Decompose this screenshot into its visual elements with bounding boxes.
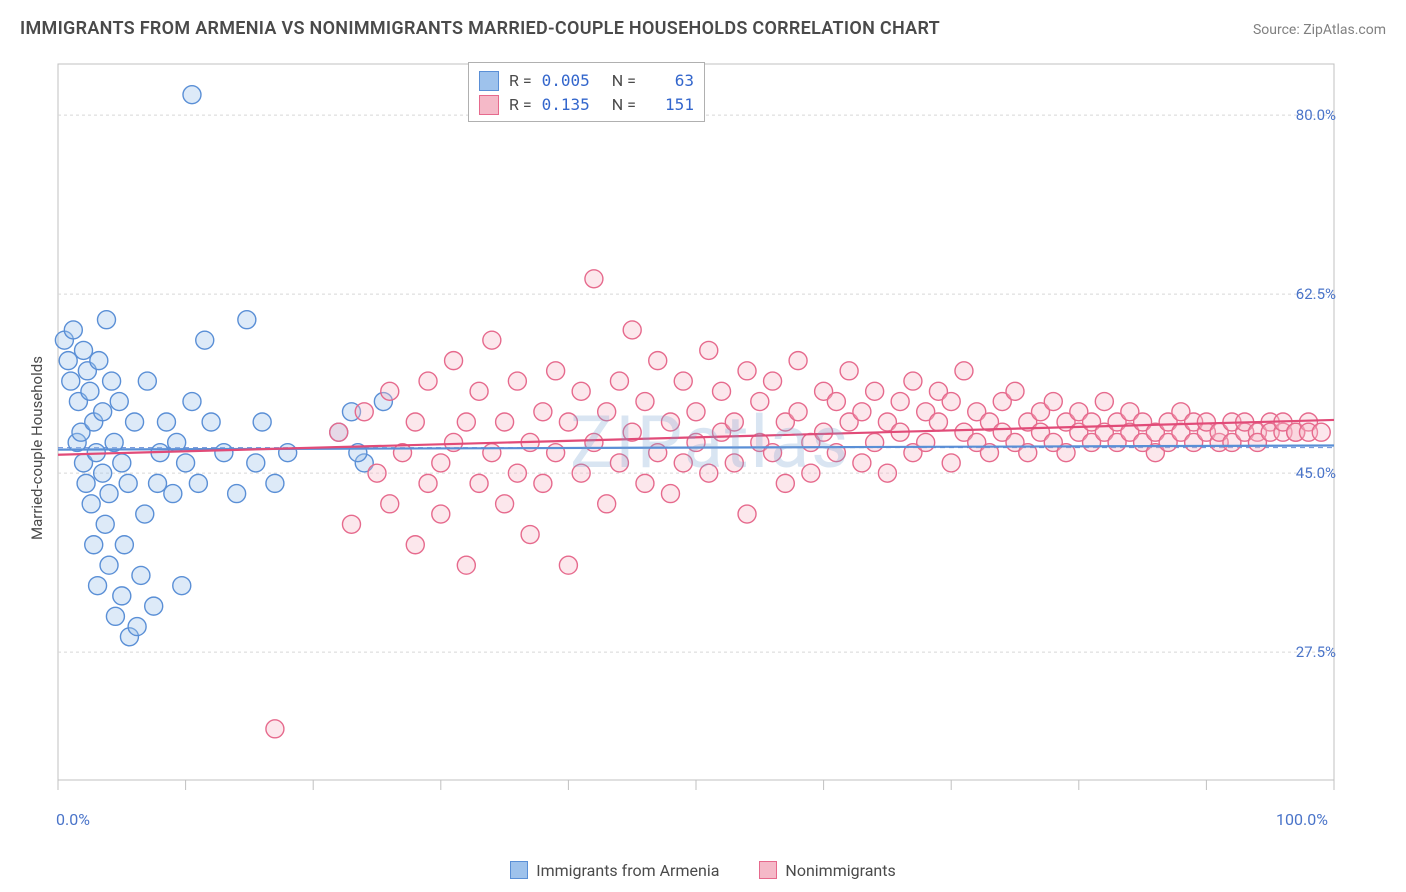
source-label: Source: ZipAtlas.com (1253, 22, 1386, 38)
legend-swatch (759, 861, 777, 879)
r-value: 0.005 (542, 69, 590, 93)
n-label: N = (612, 93, 636, 117)
correlation-legend: R = 0.005 N = 63 R = 0.135 N = 151 (468, 62, 705, 122)
legend-label: Immigrants from Armenia (536, 861, 719, 880)
title-bar: IMMIGRANTS FROM ARMENIA VS NONIMMIGRANTS… (20, 18, 1386, 39)
x-tick-label: 0.0% (56, 810, 90, 829)
y-tick-label: 45.0% (1276, 464, 1336, 482)
r-value: 0.135 (542, 93, 590, 117)
n-value: 151 (646, 93, 694, 117)
correlation-row-nonimmigrants: R = 0.135 N = 151 (479, 93, 694, 117)
n-label: N = (612, 69, 636, 93)
y-axis-label: Married-couple Households (28, 356, 46, 540)
r-label: R = (509, 93, 532, 117)
chart-title: IMMIGRANTS FROM ARMENIA VS NONIMMIGRANTS… (20, 18, 940, 39)
y-tick-label: 80.0% (1276, 106, 1336, 124)
r-label: R = (509, 69, 532, 93)
series-legend: Immigrants from Armenia Nonimmigrants (0, 861, 1406, 880)
x-tick-label: 100.0% (1276, 810, 1328, 829)
n-value: 63 (646, 69, 694, 93)
plot-area (56, 60, 1336, 800)
y-tick-label: 27.5% (1276, 643, 1336, 661)
legend-label: Nonimmigrants (785, 861, 895, 880)
series-immigrants (55, 86, 392, 646)
legend-swatch (479, 71, 499, 91)
y-tick-label: 62.5% (1276, 285, 1336, 303)
legend-swatch (510, 861, 528, 879)
chart-container: IMMIGRANTS FROM ARMENIA VS NONIMMIGRANTS… (0, 0, 1406, 892)
legend-swatch (479, 95, 499, 115)
legend-item-nonimmigrants: Nonimmigrants (759, 861, 895, 880)
scatter-plot (56, 60, 1336, 800)
legend-item-immigrants: Immigrants from Armenia (510, 861, 719, 880)
series-nonimmigrants (266, 270, 1330, 738)
correlation-row-immigrants: R = 0.005 N = 63 (479, 69, 694, 93)
